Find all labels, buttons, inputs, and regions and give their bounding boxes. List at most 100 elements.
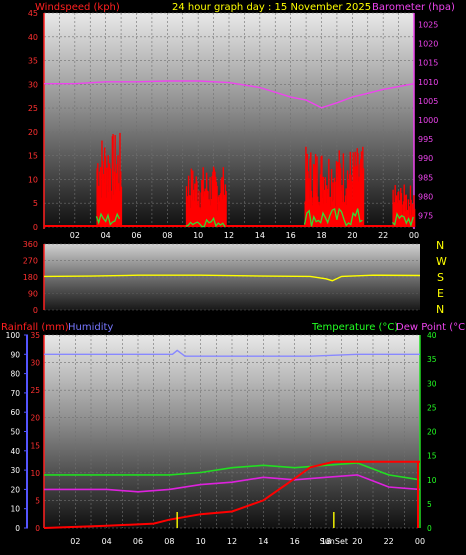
barometer-line: [44, 80, 415, 109]
humidity-tick-label: 20: [10, 485, 20, 494]
wind-hour-label: 10: [193, 231, 203, 240]
rainfall-line: [43, 460, 420, 529]
wind-gust-bar: [328, 158, 330, 227]
temp-tick-label: 40: [427, 331, 437, 340]
temp-tick-label: 5: [427, 500, 432, 509]
humidity-tick-label: 30: [10, 466, 20, 475]
barometer-label: Barometer (hpa): [372, 2, 455, 13]
direction-tick-label: 0: [33, 306, 38, 315]
sunset-label: SunSet: [320, 537, 348, 546]
climate-hour-label: 06: [133, 537, 143, 546]
wind-gust-bar: [216, 185, 218, 227]
barometer-tick-label: 1015: [418, 59, 438, 68]
wind-gust-bar: [107, 155, 109, 227]
barometer-tick-label: 1025: [418, 20, 438, 29]
humidity-tick-label: 90: [10, 350, 20, 359]
climate-hour-label: 18: [321, 537, 331, 546]
temp-tick-label: 10: [427, 476, 437, 485]
wind-gust-bar: [209, 177, 211, 227]
humidity-tick-label: 50: [10, 428, 20, 437]
direction-tick-label: 360: [23, 240, 38, 249]
temperature-line: [44, 462, 421, 481]
temp-tick-label: 15: [427, 452, 437, 461]
temp-tick-label: 20: [427, 428, 437, 437]
wind-hour-label: 18: [316, 231, 326, 240]
wind-gust-bar: [400, 193, 403, 227]
direction-tick-label: 270: [23, 257, 38, 266]
rain-tick-label: 30: [30, 359, 40, 368]
climate-hour-label: 20: [352, 537, 362, 546]
rain-tick-label: 20: [30, 414, 40, 423]
climate-hour-label: 08: [164, 537, 174, 546]
climate-panel-grid: 0102030405060708090100051015202530350510…: [6, 331, 437, 546]
wind-hour-label: 08: [162, 231, 172, 240]
humidity-tick-label: 80: [10, 370, 20, 379]
wind-gust-bar: [104, 156, 107, 227]
temp-tick-label: 35: [427, 355, 437, 364]
wind-hour-label: 22: [378, 231, 388, 240]
avg-wind-line: [303, 207, 363, 227]
barometer-tick-label: 1005: [418, 97, 438, 106]
climate-hour-label: 10: [196, 537, 206, 546]
wind-hour-label: 12: [224, 231, 234, 240]
dewpoint-line: [44, 474, 421, 493]
direction-tick-label: 90: [28, 290, 38, 299]
humidity-tick-label: 100: [6, 331, 21, 340]
temp-tick-label: 30: [427, 379, 437, 388]
compass-w: W: [436, 255, 447, 268]
wind-gust-bar: [314, 154, 317, 227]
wind-tick-label: 40: [28, 33, 38, 42]
wind-tick-label: 35: [28, 57, 38, 66]
wind-gust-bar: [413, 208, 416, 227]
climate-hour-label: 02: [70, 537, 80, 546]
wind-gust-bar: [362, 168, 365, 227]
climate-hour-label: 12: [227, 537, 237, 546]
humidity-label: Humidity: [68, 322, 113, 333]
wind-hour-label: 16: [286, 231, 296, 240]
compass-e: E: [437, 287, 444, 300]
compass-s: S: [437, 271, 444, 284]
wind-hour-label: 20: [347, 231, 357, 240]
climate-hour-label: 04: [102, 537, 112, 546]
wind-gust-bar: [225, 191, 227, 227]
rain-tick-label: 25: [30, 386, 40, 395]
wind-tick-label: 0: [33, 223, 38, 232]
compass-n-top: N: [436, 239, 444, 252]
wind-gust-bar: [190, 168, 193, 227]
barometer-tick-label: 980: [418, 192, 433, 201]
temperature-label: Temperature (°C): [311, 322, 398, 333]
wind-gust-bar: [334, 181, 336, 227]
wind-tick-label: 15: [28, 152, 38, 161]
wind-hour-label: 02: [70, 231, 80, 240]
climate-panel-marks: SunSet: [43, 349, 421, 546]
windspeed-label: Windspeed (kph): [35, 2, 120, 13]
wind-tick-label: 25: [28, 104, 38, 113]
barometer-tick-label: 975: [418, 212, 433, 221]
climate-hour-label: 16: [290, 537, 300, 546]
wind-gust-bar: [405, 194, 407, 227]
wind-gust-bar: [316, 156, 318, 227]
rain-tick-label: 15: [30, 441, 40, 450]
wind-gust-bar: [120, 186, 123, 227]
barometer-tick-label: 1000: [418, 116, 438, 125]
temp-tick-label: 0: [427, 524, 432, 533]
chart-title: 24 hour graph day : 15 November 2025: [172, 2, 371, 13]
avg-wind-line: [185, 216, 226, 228]
barometer-tick-label: 1020: [418, 40, 438, 49]
wind-gust-bar: [196, 181, 198, 227]
rain-tick-label: 10: [30, 469, 40, 478]
wind-hour-label: 04: [101, 231, 111, 240]
climate-hour-label: 14: [258, 537, 268, 546]
wind-gust-bar: [99, 167, 102, 227]
wind-tick-label: 20: [28, 128, 38, 137]
wind-gust-bar: [222, 167, 225, 227]
wind-gust-bar: [114, 135, 116, 227]
wind-direction-line: [43, 274, 421, 282]
wind-gust-bar: [324, 177, 327, 227]
humidity-tick-label: 10: [10, 505, 20, 514]
wind-gust-bar: [310, 152, 312, 227]
climate-hour-label: 22: [384, 537, 394, 546]
wind-gust-bar: [410, 199, 412, 227]
wind-gust-bar: [322, 176, 324, 227]
